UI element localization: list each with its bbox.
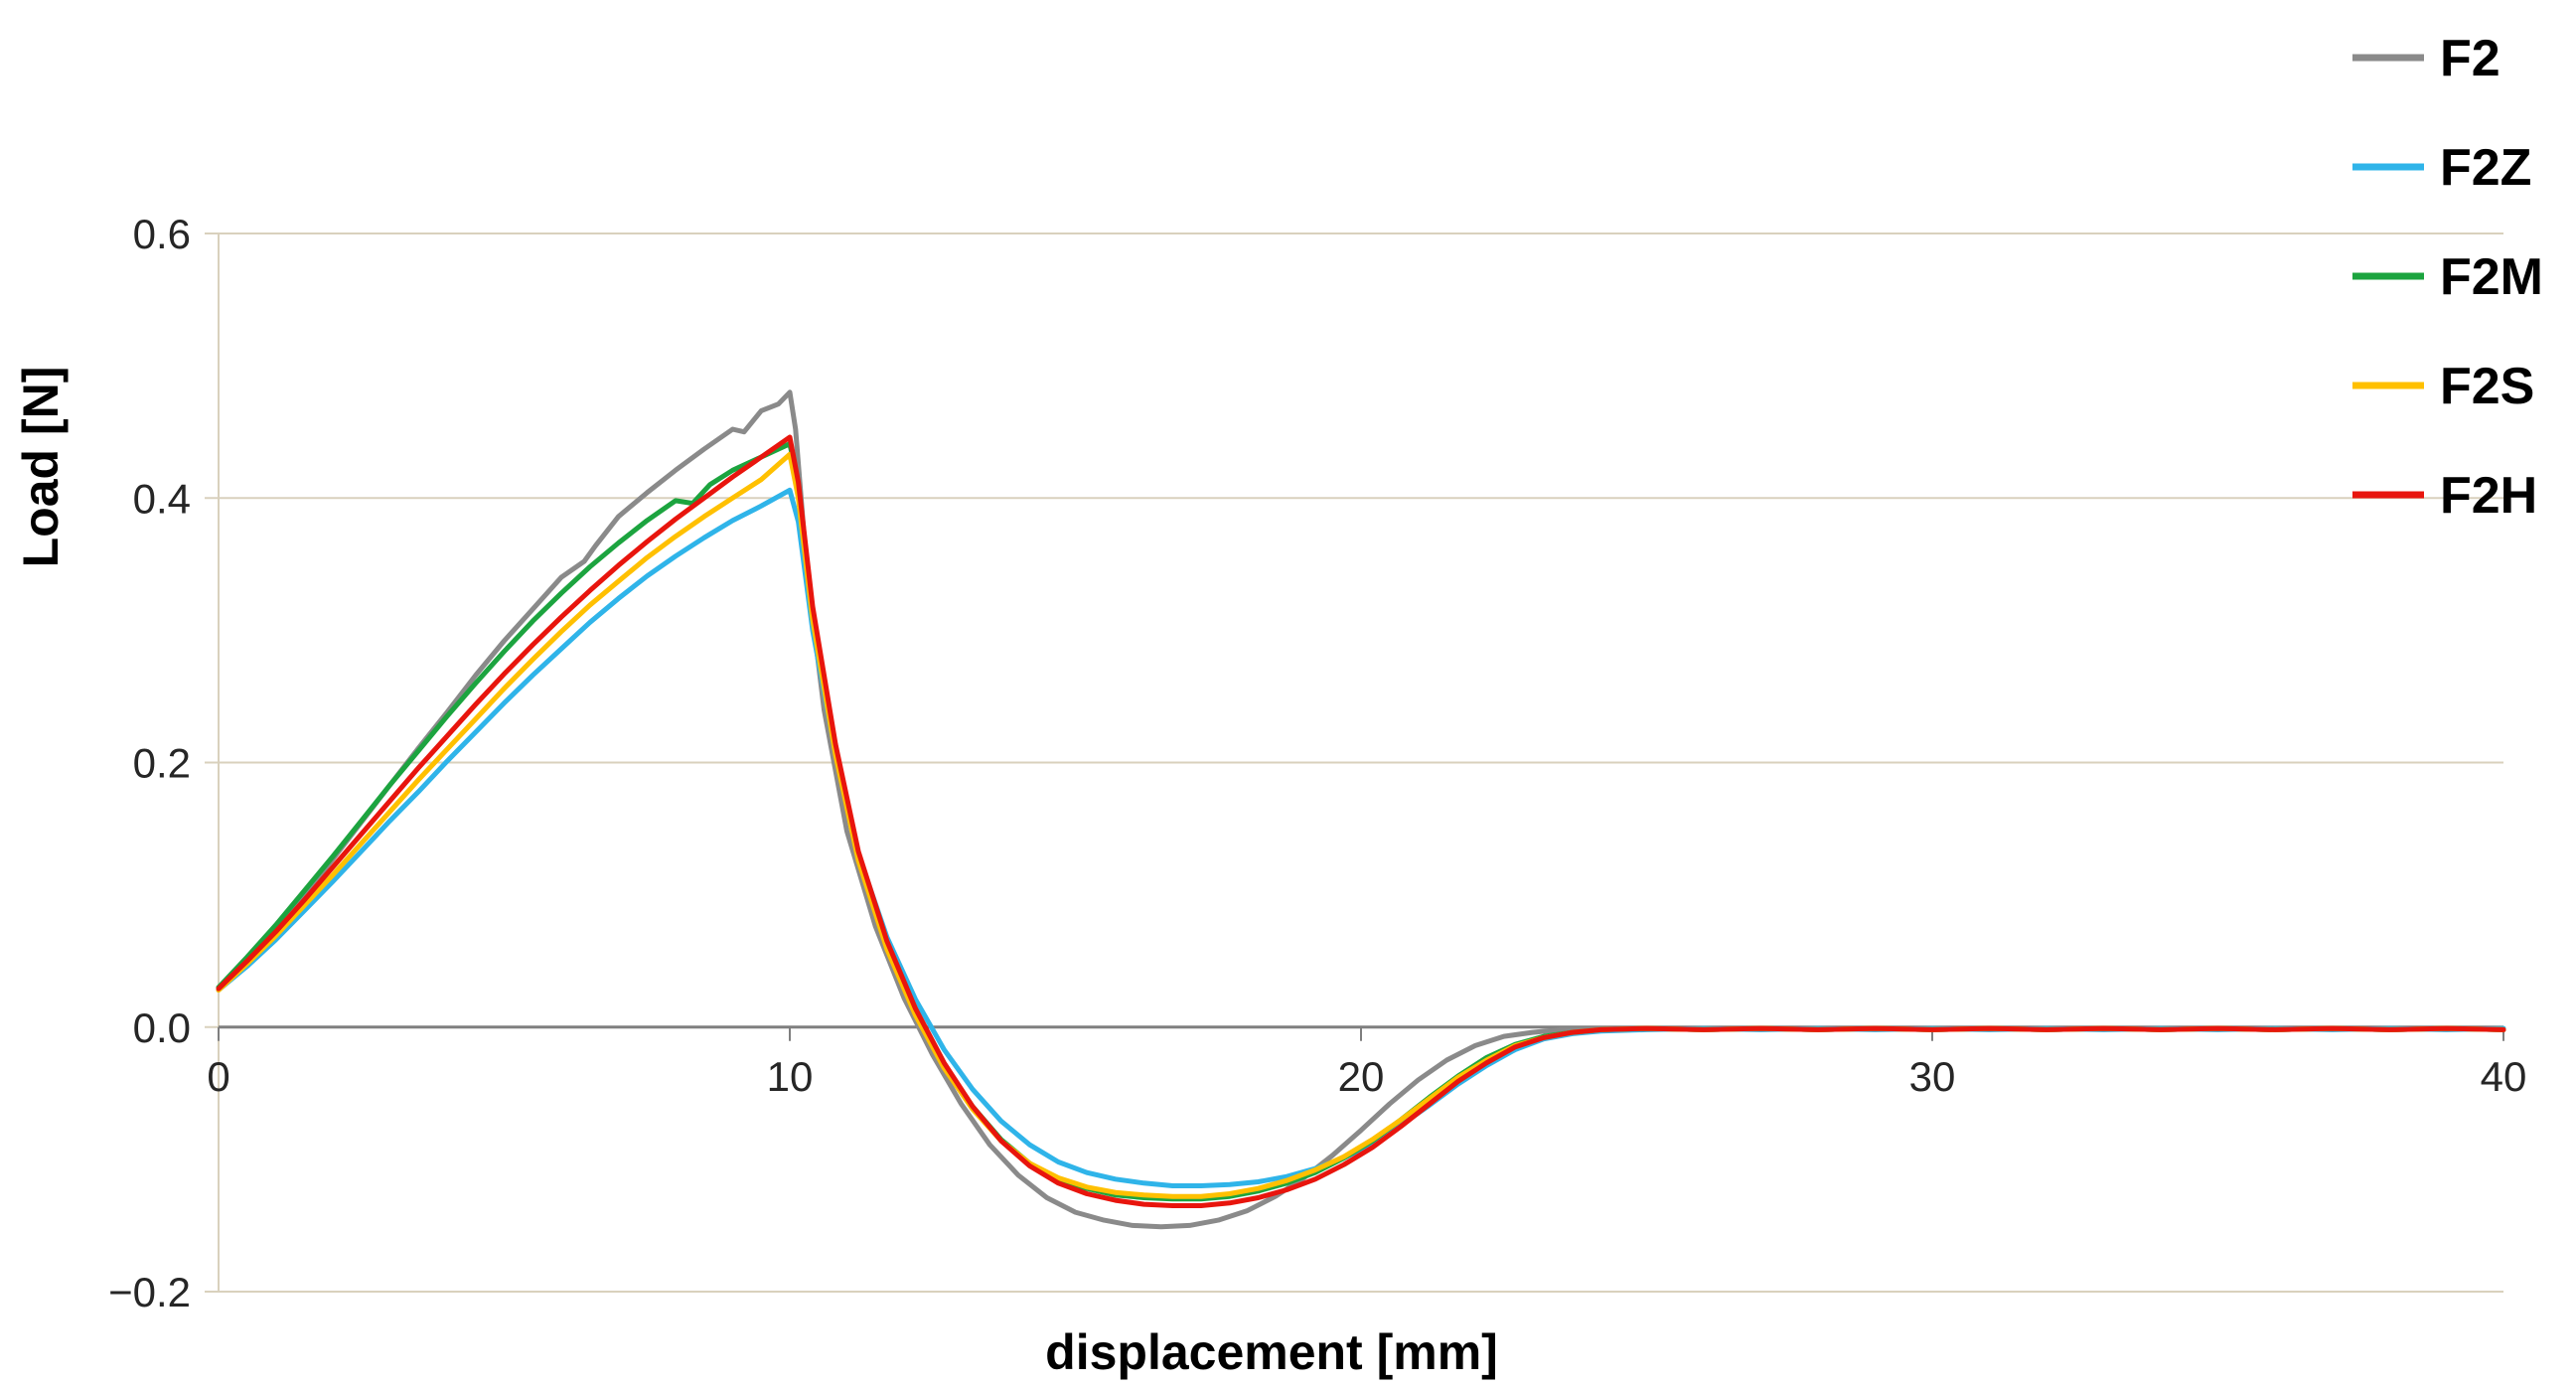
series-F2 — [216, 389, 2506, 1230]
y-tick-label: 0.6 — [133, 211, 191, 257]
x-axis-title: displacement [mm] — [1045, 1324, 1498, 1380]
x-tick-label: 0 — [207, 1053, 229, 1100]
y-axis-title: Load [N] — [13, 367, 69, 568]
legend-item: F2Z — [2352, 139, 2531, 197]
legend-item: F2 — [2352, 30, 2500, 87]
plot-area: −0.2 0.0 0.2 0.4 0.6 0 10 20 30 40 — [108, 211, 2526, 1315]
y-tick-label: 0.2 — [133, 740, 191, 787]
x-tick-label: 10 — [767, 1053, 814, 1100]
y-tick-label: 0.4 — [133, 475, 191, 522]
legend-label: F2H — [2440, 467, 2537, 525]
legend-item: F2M — [2352, 248, 2543, 306]
y-tick-label: 0.0 — [133, 1004, 191, 1051]
y-tick-label: −0.2 — [108, 1269, 191, 1315]
legend-label: F2M — [2440, 248, 2543, 306]
x-tick-label: 40 — [2481, 1053, 2527, 1100]
legend-label: F2 — [2440, 30, 2500, 87]
series-F2H — [216, 434, 2506, 1208]
legend-item: F2H — [2352, 467, 2537, 525]
legend: F2 F2Z F2M F2S F2H — [2352, 30, 2543, 525]
legend-label: F2S — [2440, 358, 2534, 415]
legend-item: F2S — [2352, 358, 2534, 415]
x-tick-label: 20 — [1338, 1053, 1385, 1100]
legend-label: F2Z — [2440, 139, 2531, 197]
x-tick-label: 30 — [1909, 1053, 1956, 1100]
